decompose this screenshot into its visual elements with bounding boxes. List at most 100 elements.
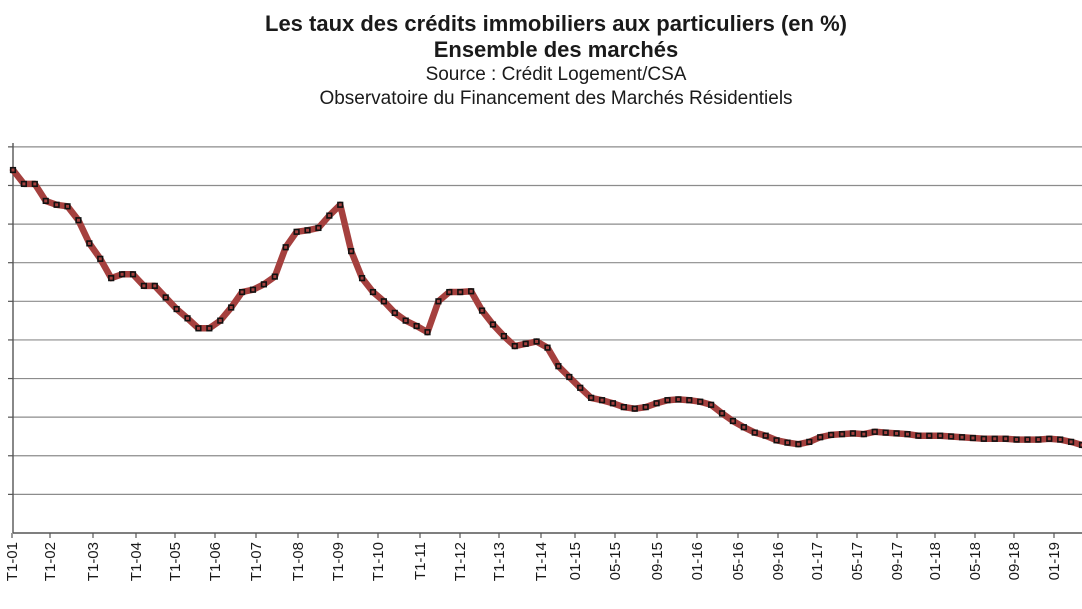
data-point <box>697 398 704 405</box>
x-tick-label: 01-19 <box>1046 542 1063 580</box>
data-point <box>806 438 813 445</box>
data-point <box>31 180 38 188</box>
data-point <box>828 431 835 439</box>
x-tick-label: 01-18 <box>927 542 944 580</box>
data-point <box>969 434 977 442</box>
data-point <box>64 203 71 210</box>
data-point <box>1057 436 1064 443</box>
x-tick-label: T1-01 <box>4 542 21 581</box>
data-point <box>20 180 28 188</box>
data-point <box>544 344 551 351</box>
data-point <box>904 431 911 438</box>
x-tick-label: T1-03 <box>85 542 102 581</box>
data-point <box>260 281 267 288</box>
series-line <box>9 166 1082 449</box>
series-layer <box>9 166 1082 449</box>
data-point <box>478 307 486 314</box>
data-point <box>686 397 693 404</box>
x-tick-label: T1-14 <box>533 542 550 581</box>
data-point <box>315 224 322 232</box>
data-point <box>195 325 202 332</box>
data-point <box>489 321 497 328</box>
data-point <box>1002 435 1009 442</box>
data-point <box>762 432 769 439</box>
data-point <box>991 435 998 442</box>
data-point <box>784 439 791 446</box>
chart-observatory: Observatoire du Financement des Marchés … <box>319 88 793 109</box>
x-tick-label: T1-05 <box>167 542 184 581</box>
data-point <box>751 429 758 436</box>
data-point <box>282 244 289 251</box>
x-tick-label: T1-02 <box>42 542 59 581</box>
data-point <box>238 288 246 296</box>
x-tick-label: 05-18 <box>967 542 984 580</box>
data-point <box>577 384 584 391</box>
axes <box>8 143 1082 538</box>
x-tick-label: 05-17 <box>849 542 866 580</box>
x-tick-label: T1-08 <box>290 542 307 581</box>
data-point <box>217 317 224 324</box>
chart-source: Source : Crédit Logement/CSA <box>425 64 687 85</box>
x-tick-label: 05-16 <box>730 542 747 580</box>
x-tick-label: T1-10 <box>370 542 387 581</box>
x-axis-labels: T1-01 T1-02 T1-03 T1-04 T1-05 T1-06 T1-07 T1-08… <box>4 542 1063 581</box>
x-tick-label: 09-17 <box>889 542 906 580</box>
data-point <box>1046 435 1053 442</box>
data-point <box>795 441 802 448</box>
data-point <box>500 332 507 340</box>
data-point <box>533 338 540 345</box>
data-point <box>140 282 147 289</box>
data-point <box>151 282 158 289</box>
data-point <box>871 428 878 435</box>
data-point <box>958 434 966 441</box>
grid-lines <box>13 146 1082 495</box>
data-point <box>358 275 366 282</box>
data-point <box>75 217 82 224</box>
x-tick-label: 09-18 <box>1006 542 1023 580</box>
data-point <box>9 166 17 174</box>
x-tick-label: 05-15 <box>607 542 624 580</box>
data-point <box>849 430 857 437</box>
data-point <box>86 240 93 247</box>
data-point <box>642 404 649 411</box>
data-point <box>653 400 660 407</box>
data-point <box>304 227 311 234</box>
chart-title: Les taux des crédits immobiliers aux par… <box>265 11 847 36</box>
data-point <box>413 322 420 330</box>
data-point <box>380 298 387 305</box>
x-tick-label: T1-12 <box>452 542 469 581</box>
data-point <box>129 271 137 278</box>
x-tick-label: 01-17 <box>809 542 826 580</box>
data-point <box>271 273 278 280</box>
data-point <box>293 228 300 235</box>
x-tick-label: T1-11 <box>412 542 429 580</box>
data-point <box>402 317 409 324</box>
chart-subtitle: Ensemble des marchés <box>433 37 679 62</box>
data-point <box>1035 436 1042 443</box>
data-point <box>391 309 398 317</box>
x-tick-label: T1-06 <box>207 542 224 581</box>
data-point <box>1067 438 1075 445</box>
data-point <box>566 373 573 381</box>
data-point <box>511 343 518 350</box>
data-point <box>664 397 671 404</box>
data-point <box>1013 436 1020 443</box>
x-tick-label: T1-04 <box>128 542 145 581</box>
data-point <box>609 400 617 407</box>
data-point <box>555 363 562 370</box>
x-tick-label: 01-15 <box>567 542 584 580</box>
data-point <box>206 325 213 332</box>
x-tick-label: T1-09 <box>330 542 347 581</box>
data-point <box>980 435 987 442</box>
data-point <box>740 424 747 431</box>
chart-titles: Les taux des crédits immobiliers aux par… <box>0 10 1082 111</box>
data-point <box>337 201 344 208</box>
data-point <box>675 396 682 403</box>
x-tick-label: 01-16 <box>689 542 706 580</box>
data-point <box>228 304 235 311</box>
data-point <box>729 417 737 425</box>
data-point <box>424 329 431 336</box>
x-tick-label: T1-13 <box>491 542 508 581</box>
data-point <box>937 432 944 439</box>
